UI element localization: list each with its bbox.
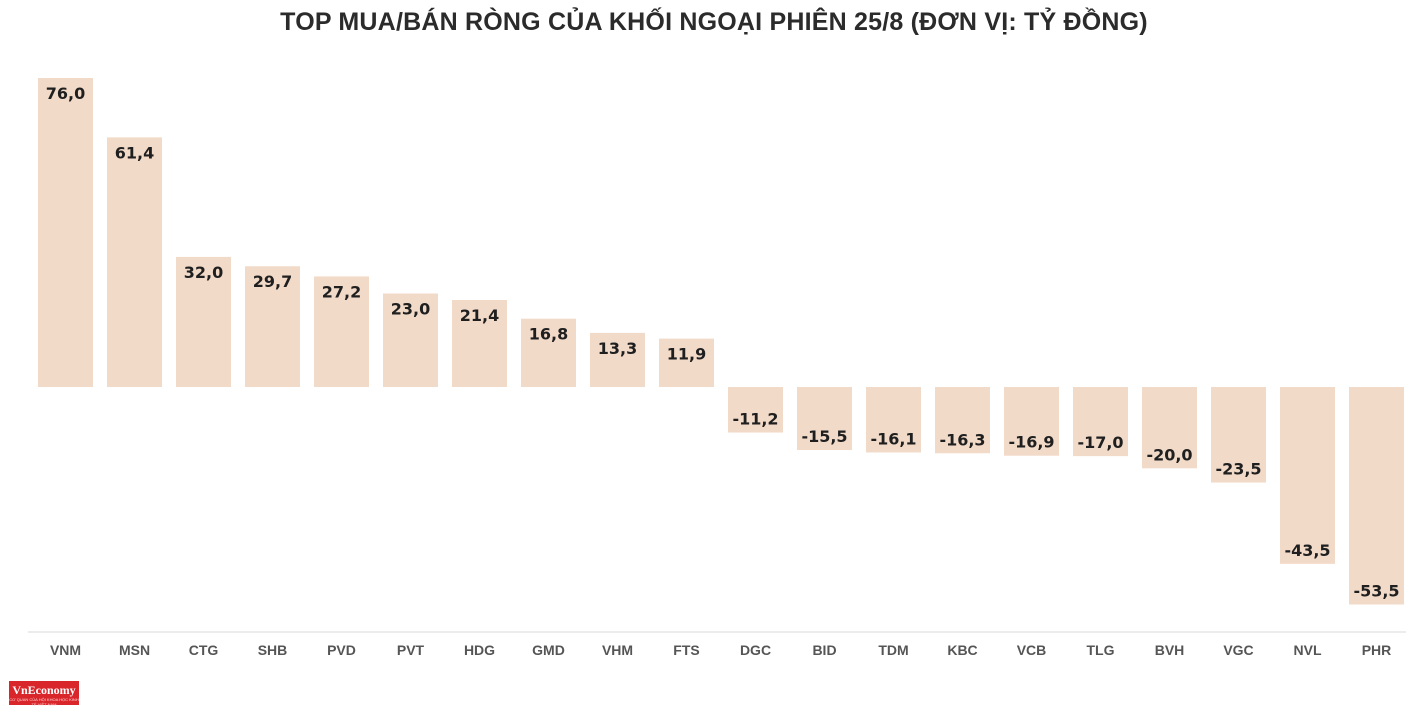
bar-vnm bbox=[38, 78, 93, 387]
vneconomy-logo: VnEconomy CƠ QUAN CỦA HỘI KHOA HỌC KINH … bbox=[9, 681, 79, 707]
category-label-bvh: BVH bbox=[1155, 642, 1185, 658]
bar-gmd bbox=[521, 318, 576, 387]
value-label-ctg: 32,0 bbox=[184, 263, 223, 282]
category-label-fts: FTS bbox=[673, 642, 699, 658]
value-label-pvt: 23,0 bbox=[391, 299, 430, 318]
category-label-bid: BID bbox=[812, 642, 836, 658]
value-label-kbc: -16,3 bbox=[939, 430, 985, 449]
value-label-vcb: -16,9 bbox=[1008, 433, 1054, 452]
bar-nvl bbox=[1280, 387, 1335, 564]
value-label-tlg: -17,0 bbox=[1077, 433, 1123, 452]
bar-shb bbox=[245, 266, 300, 387]
bar-vhm bbox=[590, 332, 645, 387]
category-label-tlg: TLG bbox=[1087, 642, 1115, 658]
value-label-shb: 29,7 bbox=[253, 272, 292, 291]
bar-ctg bbox=[176, 256, 231, 387]
value-label-vnm: 76,0 bbox=[46, 84, 85, 103]
value-label-vgc: -23,5 bbox=[1215, 460, 1261, 479]
bar-vgc bbox=[1211, 387, 1266, 483]
value-label-bid: -15,5 bbox=[801, 427, 847, 446]
value-label-pvd: 27,2 bbox=[322, 282, 361, 301]
bar-fts bbox=[659, 338, 714, 387]
value-label-vhm: 13,3 bbox=[598, 339, 637, 358]
category-label-vhm: VHM bbox=[602, 642, 633, 658]
value-label-gmd: 16,8 bbox=[529, 325, 568, 344]
category-label-kbc: KBC bbox=[947, 642, 977, 658]
value-label-bvh: -20,0 bbox=[1146, 445, 1192, 464]
bar-bvh bbox=[1142, 387, 1197, 469]
chart-title: TOP MUA/BÁN RÒNG CỦA KHỐI NGOẠI PHIÊN 25… bbox=[280, 8, 1148, 36]
bar-pvd bbox=[314, 276, 369, 387]
bar-hdg bbox=[452, 299, 507, 387]
category-label-shb: SHB bbox=[258, 642, 288, 658]
bar-vcb bbox=[1004, 387, 1059, 456]
value-label-hdg: 21,4 bbox=[460, 306, 499, 325]
category-label-tdm: TDM bbox=[878, 642, 908, 658]
category-label-dgc: DGC bbox=[740, 642, 771, 658]
bar-tdm bbox=[866, 387, 921, 453]
bars-layer: 76,0 61,4 32,0 29,7 27,2 23,0 21,4 16,8 13,3 11,9… bbox=[38, 78, 1404, 605]
category-label-msn: MSN bbox=[119, 642, 150, 658]
logo-tagline: CƠ QUAN CỦA HỘI KHOA HỌC KINH TẾ VIỆT NA… bbox=[9, 697, 79, 707]
value-label-nvl: -43,5 bbox=[1284, 541, 1330, 560]
bar-kbc bbox=[935, 387, 990, 454]
logo-text: VnEconomy bbox=[12, 683, 76, 697]
category-label-gmd: GMD bbox=[532, 642, 565, 658]
category-label-pvd: PVD bbox=[327, 642, 356, 658]
bar-pvt bbox=[383, 293, 438, 387]
bar-bid bbox=[797, 387, 852, 451]
category-label-vnm: VNM bbox=[50, 642, 81, 658]
value-label-fts: 11,9 bbox=[667, 345, 706, 364]
value-label-tdm: -16,1 bbox=[870, 429, 916, 448]
category-label-pvt: PVT bbox=[397, 642, 425, 658]
category-label-vgc: VGC bbox=[1223, 642, 1253, 658]
category-label-hdg: HDG bbox=[464, 642, 495, 658]
bar-phr bbox=[1349, 387, 1404, 605]
value-label-msn: 61,4 bbox=[115, 143, 154, 162]
value-label-dgc: -11,2 bbox=[732, 410, 778, 429]
bar-msn bbox=[107, 137, 162, 387]
category-label-vcb: VCB bbox=[1017, 642, 1047, 658]
category-label-ctg: CTG bbox=[189, 642, 219, 658]
value-label-phr: -53,5 bbox=[1353, 582, 1399, 601]
category-labels: VNM MSN CTG SHB PVD PVT HDG GMD VHM FTS DGC BID TDM K… bbox=[50, 642, 1391, 658]
category-label-nvl: NVL bbox=[1294, 642, 1322, 658]
category-label-phr: PHR bbox=[1362, 642, 1392, 658]
bar-tlg bbox=[1073, 387, 1128, 457]
bar-dgc bbox=[728, 387, 783, 433]
